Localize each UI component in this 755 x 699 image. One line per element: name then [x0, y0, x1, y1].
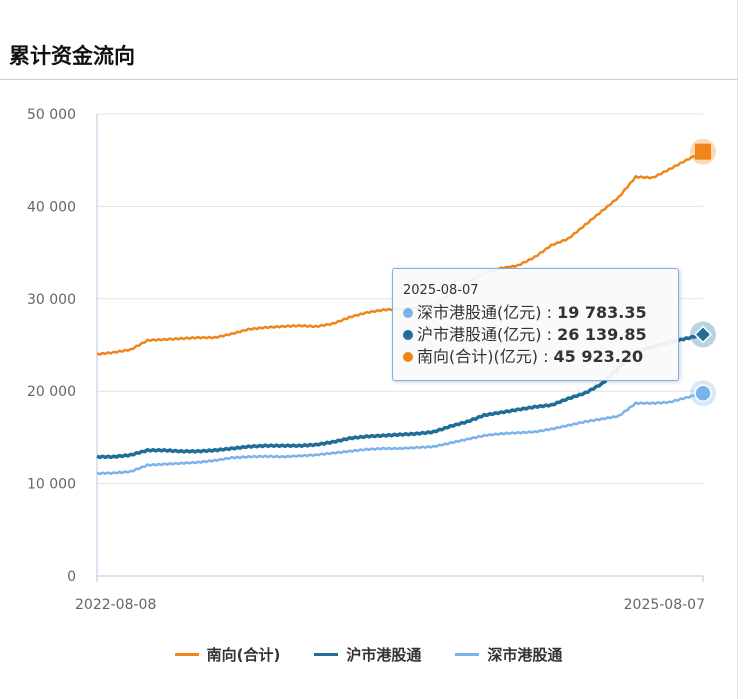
legend-item-southbound[interactable]: 南向(合计) [174, 644, 280, 665]
chart-legend: 南向(合计) 沪市港股通 深市港股通 [0, 644, 737, 665]
section-title: 累计资金流向 [9, 44, 135, 68]
legend-line-icon [455, 653, 480, 656]
tooltip-row-shenzhen: 深市港股通(亿元) : 19 783.35 [403, 302, 678, 324]
series-dot-icon [403, 308, 413, 318]
y-tick-label: 0 [67, 569, 76, 585]
y-tick-label: 30 000 [27, 292, 76, 308]
series-line-2 [96, 392, 704, 476]
x-tick-label: 2022-08-08 [75, 597, 156, 613]
series-dot-icon [403, 330, 413, 340]
panel-border [737, 0, 738, 699]
endpoint-circle-marker [694, 384, 712, 402]
endpoint-square-marker [695, 143, 711, 160]
y-tick-label: 20 000 [27, 384, 76, 400]
tooltip-date: 2025-08-07 [403, 283, 479, 298]
tooltip-row-southbound: 南向(合计)(亿元) : 45 923.20 [403, 346, 678, 368]
legend-item-shenzhen[interactable]: 深市港股通 [455, 644, 562, 665]
legend-item-shanghai[interactable]: 沪市港股通 [314, 644, 421, 665]
series-dot-icon [403, 352, 413, 362]
series-line-1 [96, 332, 704, 460]
chart-tooltip: 2025-08-07 深市港股通(亿元) : 19 783.35 沪市港股通(亿… [392, 268, 679, 381]
title-divider [0, 79, 737, 80]
y-tick-label: 10 000 [27, 477, 76, 493]
y-tick-label: 50 000 [27, 107, 76, 123]
cumulative-flow-chart[interactable]: 0 10 000 20 000 30 000 40 000 50 000 2022-08-0… [0, 0, 737, 640]
legend-line-icon [174, 653, 199, 656]
legend-line-icon [314, 653, 339, 656]
tooltip-row-shanghai: 沪市港股通(亿元) : 26 139.85 [403, 324, 678, 346]
x-tick-label: 2025-08-07 [624, 597, 705, 613]
y-tick-label: 40 000 [27, 199, 76, 215]
endpoint-diamond-marker [693, 325, 713, 344]
